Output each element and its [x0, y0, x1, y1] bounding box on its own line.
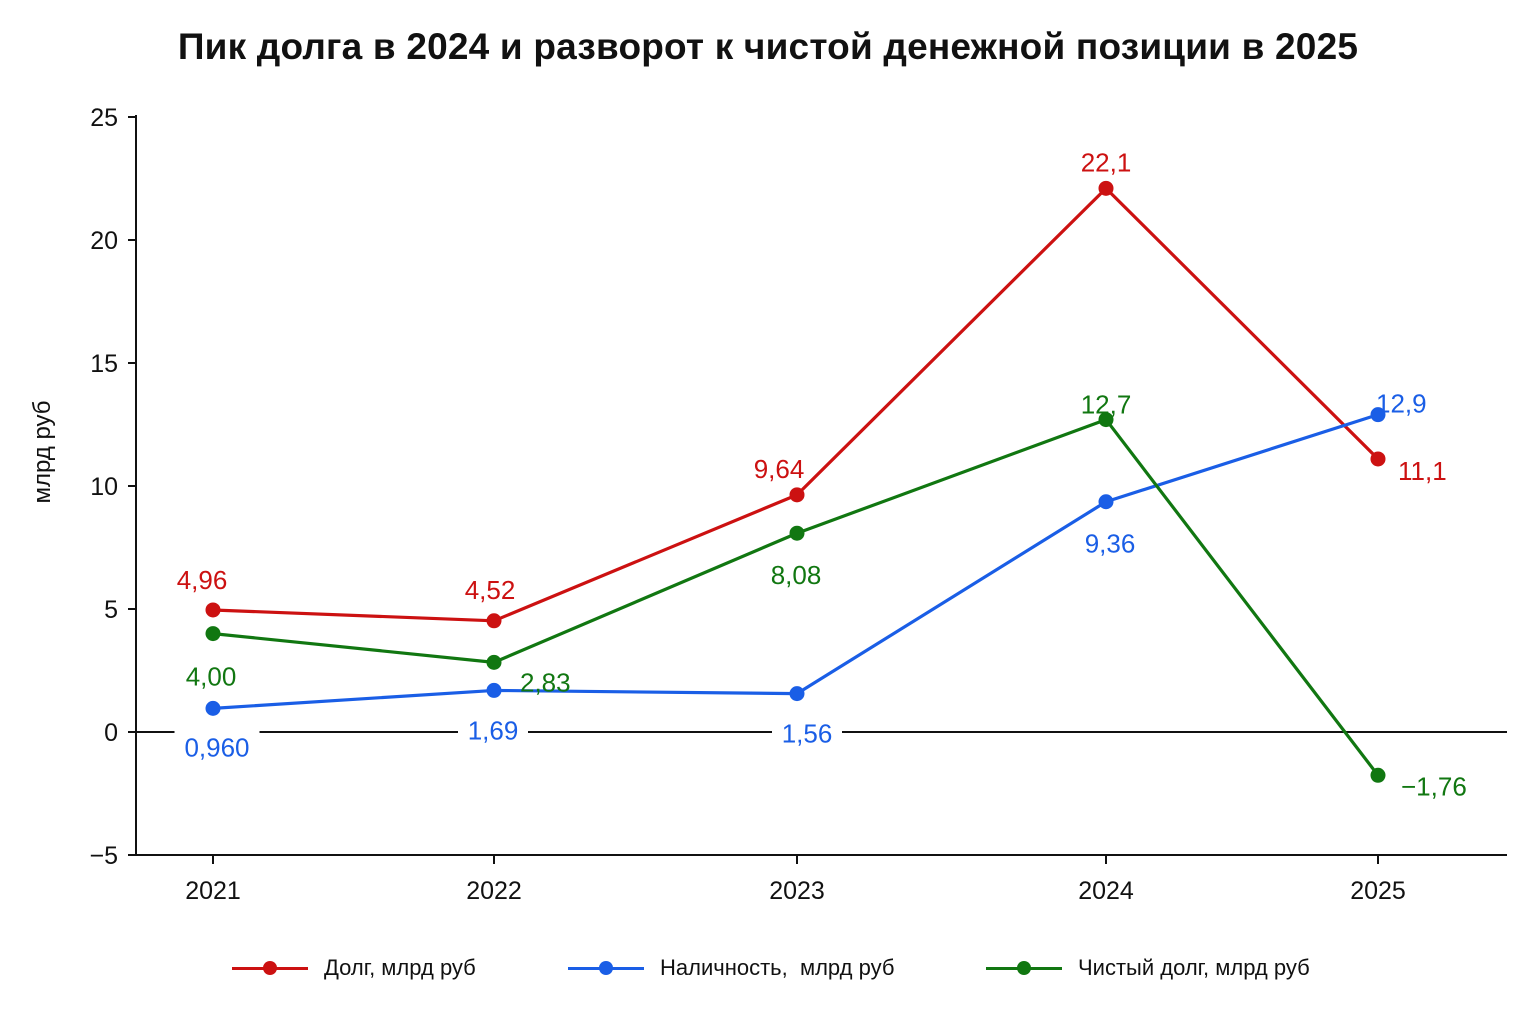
legend-label-net-debt: Чистый долг, млрд руб — [1078, 955, 1310, 980]
data-label-debt: 4,96 — [177, 565, 228, 595]
legend-marker-debt — [263, 960, 277, 975]
data-label-debt: 11,1 — [1398, 456, 1447, 486]
point-cash — [205, 700, 221, 716]
data-label-cash: 1,56 — [782, 719, 833, 749]
legend-swatch-cash — [568, 960, 644, 975]
y-tick-label: 10 — [90, 473, 118, 501]
data-label-cash: 9,36 — [1085, 529, 1136, 559]
data-label-debt: 4,52 — [465, 575, 516, 605]
y-tick-label: 25 — [90, 104, 118, 132]
data-label-debt: 22,1 — [1081, 147, 1132, 177]
point-debt — [789, 487, 805, 503]
point-cash — [486, 682, 502, 698]
legend: Долг, млрд руб Наличность, млрд руб Чист… — [0, 948, 1536, 988]
x-tick-label: 2024 — [1078, 877, 1134, 905]
series-group — [205, 180, 1386, 783]
point-cash — [1370, 407, 1386, 423]
legend-item-debt: Долг, млрд руб — [232, 948, 476, 988]
point-net-debt — [1098, 412, 1114, 428]
legend-swatch-net-debt — [986, 960, 1062, 975]
legend-item-cash: Наличность, млрд руб — [568, 948, 894, 988]
data-label-cash: 12,9 — [1376, 389, 1427, 419]
label-background — [772, 707, 842, 740]
chart-title: Пик долга в 2024 и разворот к чистой ден… — [177, 26, 1359, 67]
legend-item-net-debt: Чистый долг, млрд руб — [986, 948, 1310, 988]
data-label-cash: 0,960 — [184, 732, 249, 762]
point-debt — [1370, 451, 1386, 467]
point-net-debt — [1370, 767, 1386, 783]
point-net-debt — [205, 626, 221, 642]
y-tick-label: 20 — [90, 227, 118, 255]
data-label-cash: 1,69 — [468, 715, 519, 745]
point-debt — [1098, 180, 1114, 196]
y-tick-label: 0 — [104, 719, 118, 747]
x-tick-label: 2021 — [185, 877, 241, 905]
legend-marker-cash — [599, 960, 613, 975]
legend-marker-net-debt — [1017, 960, 1031, 975]
point-net-debt — [486, 654, 502, 670]
point-debt — [205, 602, 221, 618]
y-tick-label: 5 — [104, 596, 118, 624]
series-line-debt — [212, 186, 1380, 623]
legend-label-cash: Наличность, млрд руб — [660, 955, 895, 980]
y-tick-label: 15 — [90, 350, 118, 378]
x-tick-label: 2023 — [769, 877, 825, 905]
point-cash — [1098, 494, 1114, 510]
x-tick-label: 2025 — [1350, 877, 1406, 905]
x-tick-label: 2022 — [466, 877, 522, 905]
point-debt — [486, 613, 502, 629]
data-label-net-debt: 2,83 — [520, 667, 571, 697]
label-background — [174, 721, 260, 754]
data-label-net-debt: 4,00 — [186, 662, 237, 692]
legend-label-debt: Долг, млрд руб — [324, 955, 476, 980]
y-axis-title: млрд руб — [29, 400, 56, 503]
data-label-net-debt: 8,08 — [771, 560, 822, 590]
legend-swatch-debt — [232, 960, 308, 975]
data-labels-group: 4,96 4,52 9,64 22,1 11,1 0,960 1,69 1,56 9,36 12,… — [174, 147, 1467, 801]
y-tick-label: −5 — [89, 842, 118, 870]
data-label-net-debt: −1,76 — [1401, 771, 1467, 801]
point-net-debt — [789, 525, 805, 541]
data-label-debt: 9,64 — [754, 454, 805, 484]
point-cash — [789, 686, 805, 702]
label-background — [458, 704, 528, 737]
data-label-net-debt: 12,7 — [1081, 390, 1132, 420]
